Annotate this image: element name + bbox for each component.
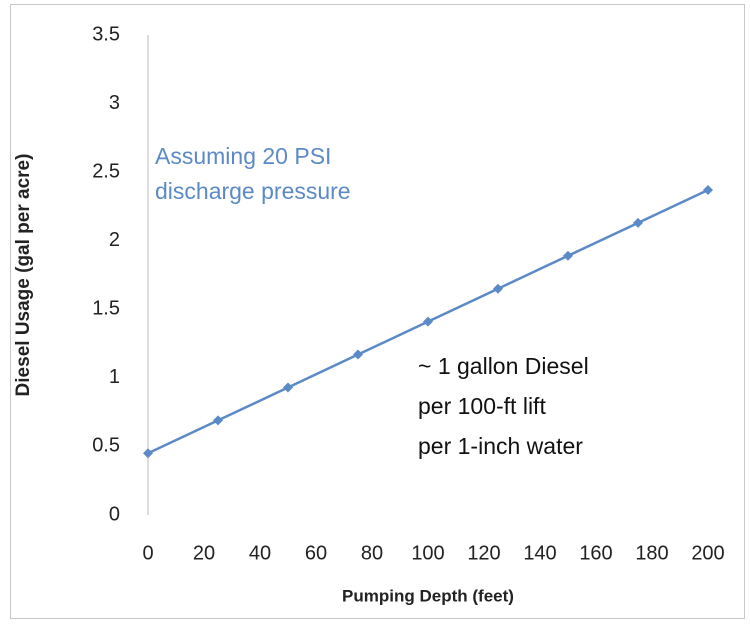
x-tick-label: 20: [193, 542, 215, 564]
x-tick-label: 100: [411, 542, 444, 564]
data-point: [703, 184, 713, 195]
y-axis-label: Diesel Usage (gal per acre): [13, 154, 34, 397]
data-point: [283, 382, 293, 393]
annotation: discharge pressure: [155, 178, 351, 204]
x-tick-label: 180: [635, 542, 668, 564]
annotation: per 100-ft lift: [418, 393, 546, 419]
x-tick-label: 120: [467, 542, 500, 564]
annotation: Assuming 20 PSI: [155, 143, 331, 169]
y-tick-label: 0: [109, 503, 120, 525]
data-point: [423, 316, 433, 327]
y-tick-label: 1.5: [92, 298, 120, 320]
x-tick-label: 160: [579, 542, 612, 564]
data-point: [143, 448, 153, 459]
y-tick-label: 3.5: [92, 23, 120, 45]
y-tick-label: 2: [109, 229, 120, 251]
y-tick-label: 2.5: [92, 160, 120, 182]
x-tick-label: 0: [142, 542, 153, 564]
data-point: [633, 217, 643, 228]
x-tick-label: 140: [523, 542, 556, 564]
annotation: ~ 1 gallon Diesel: [418, 353, 589, 379]
y-tick-label: 1: [109, 366, 120, 388]
data-point: [353, 349, 363, 360]
x-tick-label: 200: [691, 542, 724, 564]
x-tick-label: 80: [361, 542, 383, 564]
x-tick-label: 60: [305, 542, 327, 564]
data-point: [563, 250, 573, 261]
x-tick-label: 40: [249, 542, 271, 564]
data-point: [493, 283, 503, 294]
y-tick-label: 3: [109, 92, 120, 114]
data-point: [213, 415, 223, 426]
y-tick-label: 0.5: [92, 435, 120, 457]
chart-frame: [10, 4, 745, 619]
annotation: per 1-inch water: [418, 433, 583, 459]
x-axis-label: Pumping Depth (feet): [342, 586, 514, 605]
